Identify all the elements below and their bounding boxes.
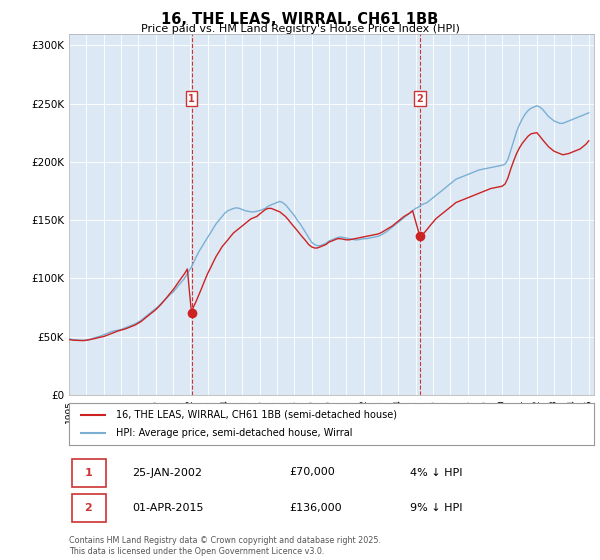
Text: 4% ↓ HPI: 4% ↓ HPI — [410, 468, 463, 478]
Text: Contains HM Land Registry data © Crown copyright and database right 2025.
This d: Contains HM Land Registry data © Crown c… — [69, 536, 381, 556]
Text: Price paid vs. HM Land Registry's House Price Index (HPI): Price paid vs. HM Land Registry's House … — [140, 24, 460, 34]
Text: 01-APR-2015: 01-APR-2015 — [132, 503, 203, 513]
FancyBboxPatch shape — [71, 494, 106, 522]
Text: 16, THE LEAS, WIRRAL, CH61 1BB: 16, THE LEAS, WIRRAL, CH61 1BB — [161, 12, 439, 27]
FancyBboxPatch shape — [71, 459, 106, 487]
Text: £70,000: £70,000 — [290, 468, 335, 478]
Text: 1: 1 — [188, 94, 195, 104]
Text: 2: 2 — [85, 503, 92, 513]
Text: 16, THE LEAS, WIRRAL, CH61 1BB (semi-detached house): 16, THE LEAS, WIRRAL, CH61 1BB (semi-det… — [116, 410, 397, 420]
Text: 1: 1 — [85, 468, 92, 478]
Text: 2: 2 — [416, 94, 423, 104]
Text: 25-JAN-2002: 25-JAN-2002 — [132, 468, 202, 478]
Text: HPI: Average price, semi-detached house, Wirral: HPI: Average price, semi-detached house,… — [116, 428, 353, 438]
Text: £136,000: £136,000 — [290, 503, 342, 513]
Text: 9% ↓ HPI: 9% ↓ HPI — [410, 503, 463, 513]
